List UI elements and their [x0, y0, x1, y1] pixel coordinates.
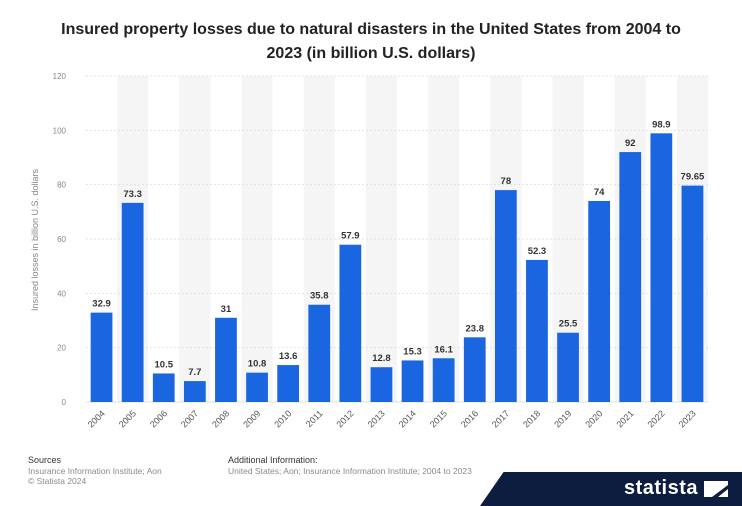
value-labels: 32.9 73.3 10.5 7.7 31 10.8 13.6 35.8 57.9 12.8 15.… [92, 119, 705, 378]
bar [339, 244, 362, 402]
additional-info-heading: Additional Information: [228, 455, 318, 465]
data-label: 31 [221, 304, 232, 315]
statista-brand-banner: statista [480, 472, 742, 506]
x-tick-label: 2014 [397, 408, 418, 429]
bar [90, 312, 113, 402]
x-tick-label: 2016 [459, 408, 480, 429]
y-tick-label: 0 [62, 398, 67, 407]
sources-block: Sources Insurance Information Institute;… [28, 455, 162, 487]
x-tick-label: 2013 [366, 408, 387, 429]
brand-name: statista [623, 477, 698, 499]
bar [650, 133, 673, 403]
data-label: 32.9 [92, 299, 111, 310]
x-tick-label: 2010 [272, 408, 293, 429]
x-tick-label: 2005 [117, 408, 138, 429]
bar [494, 190, 517, 402]
data-label: 16.1 [434, 344, 453, 355]
x-tick-label: 2023 [677, 408, 698, 429]
x-tick-label: 2004 [86, 408, 107, 429]
bar [619, 152, 642, 402]
data-label: 73.3 [123, 189, 142, 200]
bar [557, 332, 579, 402]
data-label: 74 [594, 187, 605, 198]
chart-title-line-1: Insured property losses due to natural d… [61, 21, 681, 38]
copyright-text: © Statista 2024 [28, 476, 87, 486]
bar [121, 202, 144, 402]
y-tick-label: 120 [53, 72, 67, 81]
x-tick-label: 2019 [552, 408, 573, 429]
chart-title-line-2: 2023 (in billion U.S. dollars) [266, 45, 476, 62]
data-label: 12.8 [372, 353, 391, 364]
data-label: 13.6 [279, 351, 298, 362]
bar [183, 381, 206, 402]
y-axis-ticks: 0 20 40 60 80 100 120 [53, 72, 67, 407]
bars [90, 133, 704, 403]
bar [526, 259, 548, 402]
bar [588, 200, 611, 402]
x-tick-label: 2017 [490, 408, 511, 429]
bar [370, 367, 393, 402]
data-label: 52.3 [528, 246, 547, 257]
x-tick-label: 2012 [335, 408, 356, 429]
x-tick-label: 2020 [583, 408, 604, 429]
data-label: 92 [625, 138, 636, 149]
sources-text: Insurance Information Institute; Aon [28, 465, 162, 476]
y-tick-label: 60 [57, 235, 66, 244]
x-tick-label: 2015 [428, 408, 449, 429]
x-tick-label: 2007 [179, 408, 200, 429]
y-tick-label: 100 [53, 126, 67, 135]
data-label: 10.8 [248, 359, 267, 370]
data-label: 57.9 [341, 231, 360, 242]
bar [215, 317, 237, 402]
bar [246, 372, 268, 402]
x-axis-ticks: 2004 2005 2006 2007 2008 2009 2010 2011 2012 2013… [86, 408, 698, 429]
data-label: 10.5 [155, 359, 174, 370]
bar [277, 365, 300, 402]
x-tick-label: 2008 [210, 408, 231, 429]
data-label: 79.65 [681, 172, 705, 183]
y-tick-label: 20 [57, 344, 66, 353]
data-label: 35.8 [310, 291, 329, 302]
bar [308, 304, 331, 402]
x-tick-label: 2011 [304, 408, 325, 429]
data-label: 23.8 [466, 323, 485, 334]
y-tick-label: 80 [57, 181, 66, 190]
data-label: 7.7 [188, 367, 201, 378]
bar [152, 373, 175, 402]
bar [401, 360, 424, 402]
data-label: 25.5 [559, 319, 578, 330]
data-label: 15.3 [403, 346, 422, 357]
bar [463, 337, 486, 402]
additional-info-text: United States; Aon; Insurance Informatio… [228, 465, 472, 476]
x-tick-label: 2022 [646, 408, 667, 429]
x-tick-label: 2006 [148, 408, 169, 429]
bar [681, 185, 704, 402]
data-label: 78 [501, 176, 512, 187]
statista-logo-icon [704, 481, 728, 497]
x-tick-label: 2018 [521, 408, 542, 429]
additional-info-block: Additional Information: United States; A… [228, 455, 472, 476]
x-tick-label: 2021 [614, 408, 635, 429]
bar [432, 358, 455, 402]
sources-heading: Sources [28, 455, 62, 465]
data-label: 98.9 [652, 119, 671, 130]
y-tick-label: 40 [57, 289, 66, 298]
x-tick-label: 2009 [241, 408, 262, 429]
chart-title: Insured property losses due to natural d… [40, 18, 702, 66]
bar-chart: 0 20 40 60 80 100 120 32.9 73.3 10.5 7.7 31 10.8 13.… [30, 72, 708, 430]
y-axis-label: Insured losses in billion U.S. dollars [30, 168, 40, 311]
